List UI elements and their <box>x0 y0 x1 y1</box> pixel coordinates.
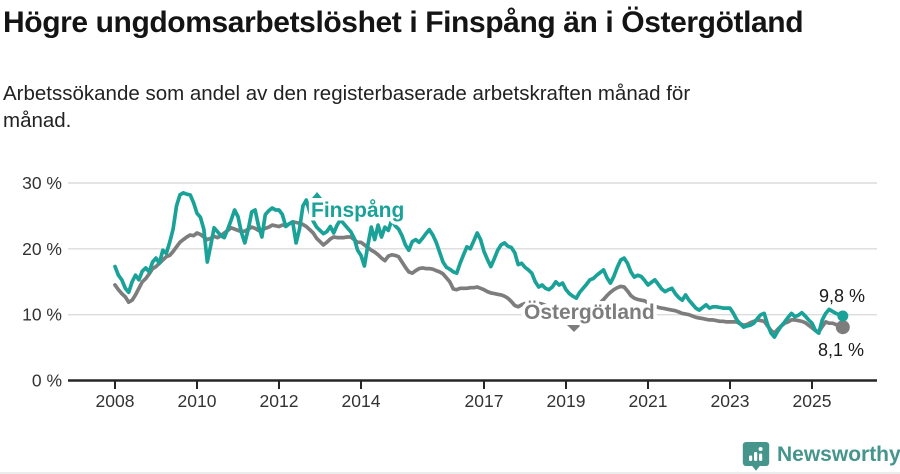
series-label-text: Östergötland <box>524 301 655 324</box>
series-label-finspang: Finspång Finspång <box>307 192 408 226</box>
newsworthy-logo[interactable]: Newsworthy <box>742 441 900 471</box>
x-axis-tick-label: 2025 <box>793 391 832 411</box>
newsworthy-logo-text: Newsworthy <box>777 443 900 466</box>
x-axis-tick-label: 2010 <box>178 391 217 411</box>
y-axis-tick-label: 10 % <box>22 305 62 325</box>
x-axis-tick-label: 2017 <box>465 391 504 411</box>
series-label-ostergotland: Östergötland Östergötland <box>521 298 659 332</box>
end-value-label-finspang: 9,8 % <box>819 286 866 306</box>
chart-subtitle: Arbetssökande som andel av den registerb… <box>3 82 691 132</box>
x-axis-tick-label: 2008 <box>96 391 135 411</box>
y-axis-tick-label: 20 % <box>22 239 62 259</box>
series-label-halo: Finspång <box>307 196 407 226</box>
x-axis-tick-label: 2012 <box>260 391 299 411</box>
newsworthy-logo-icon <box>742 442 770 471</box>
x-axis-tick-label: 2014 <box>342 391 381 411</box>
y-axis-tick-label: 0 % <box>32 371 62 391</box>
chart-title: Högre ungdomsarbetslöshet i Finspång än … <box>3 6 804 39</box>
end-value-label-ostergotland: 8,1 % <box>818 340 865 360</box>
y-axis-tick-label: 30 % <box>22 173 62 193</box>
x-axis-tick-label: 2021 <box>629 391 668 411</box>
series-line-finspang <box>113 191 845 339</box>
ostergotland-pointer-icon <box>567 325 581 332</box>
series-label-text: Finspång <box>311 199 405 222</box>
x-axis-tick-label: 2019 <box>547 391 586 411</box>
series-label-halo: Östergötland <box>521 298 659 328</box>
series-line-ostergotland <box>113 219 845 335</box>
series-end-dot-finspang <box>837 310 849 322</box>
series-end-dot-ostergotland <box>835 320 850 335</box>
finspang-pointer-icon <box>312 192 322 198</box>
x-axis-tick-label: 2023 <box>711 391 750 411</box>
